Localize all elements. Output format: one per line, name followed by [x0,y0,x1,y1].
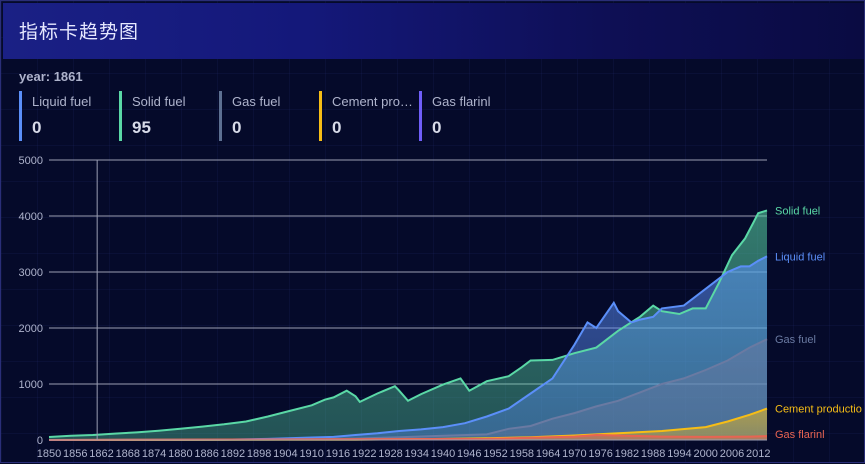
x-tick-label: 1922 [352,448,376,460]
x-tick-label: 1868 [116,448,140,460]
x-tick-label: 1850 [37,448,61,460]
x-tick-label: 1862 [89,448,113,460]
metric-card-liquid-fuel[interactable]: Liquid fuel 0 [19,91,115,141]
metric-card-cement-production[interactable]: Cement pro… 0 [319,91,415,141]
metric-value: 0 [332,118,342,137]
metric-label: Gas fuel [232,94,281,109]
y-tick-label: 1000 [19,379,43,391]
metric-value: 0 [432,118,442,137]
metric-label: Gas flarinl [432,94,491,109]
x-tick-label: 1880 [168,448,192,460]
area-liquid-fuel [49,256,767,440]
x-tick-label: 1910 [299,448,323,460]
x-tick-label: 1934 [405,448,429,460]
x-tick-label: 1964 [536,448,560,460]
panel-title: 指标卡趋势图 [19,22,140,43]
panel-header: 指标卡趋势图 [3,3,864,59]
metric-label: Cement pro… [332,94,413,109]
x-tick-label: 2000 [693,448,717,460]
metric-value: 0 [232,118,242,137]
x-tick-label: 1988 [641,448,665,460]
metric-value: 0 [32,118,42,137]
x-tick-label: 1940 [431,448,455,460]
x-tick-label: 1892 [221,448,245,460]
area-chart[interactable]: 0 1000 2000 3000 4000 5000 1850 1856 1862 1868 187… [1,149,865,464]
series-end-label: Cement productio [775,404,862,416]
series-end-label: Gas flarinl [775,429,825,441]
year-indicator: year: 1861 [19,69,83,84]
x-tick-label: 1928 [378,448,402,460]
x-tick-label: 2012 [746,448,770,460]
x-tick-label: 2006 [720,448,744,460]
x-tick-label: 1952 [483,448,507,460]
series-end-label: Liquid fuel [775,251,825,263]
x-tick-label: 1946 [457,448,481,460]
y-tick-label: 0 [37,435,43,447]
metric-label: Liquid fuel [32,94,92,109]
metric-card-solid-fuel[interactable]: Solid fuel 95 [119,91,215,141]
y-tick-label: 5000 [19,155,43,167]
x-tick-label: 1898 [247,448,271,460]
line-solid-fuel[interactable] [48,209,768,438]
y-tick-label: 2000 [19,323,43,335]
area-gas-fuel [49,339,767,440]
series-end-label: Solid fuel [775,205,820,217]
series-end-label: Gas fuel [775,334,816,346]
x-tick-label: 1982 [615,448,639,460]
metric-card-gas-fuel[interactable]: Gas fuel 0 [219,91,315,141]
x-tick-label: 1970 [562,448,586,460]
x-tick-label: 1994 [667,448,691,460]
x-tick-label: 1874 [142,448,166,460]
x-tick-label: 1904 [273,448,297,460]
line-gas-flarinl[interactable] [48,433,768,441]
x-tick-label: 1958 [510,448,534,460]
y-tick-label: 3000 [19,267,43,279]
metric-value: 95 [132,118,151,137]
x-tick-label: 1886 [194,448,218,460]
metric-card-gas-flaring[interactable]: Gas flarinl 0 [419,91,515,141]
x-tick-label: 1976 [588,448,612,460]
line-liquid-fuel[interactable] [49,255,768,441]
metric-label: Solid fuel [132,94,186,109]
y-tick-label: 4000 [19,211,43,223]
x-tick-label: 1856 [63,448,87,460]
x-tick-label: 1916 [326,448,350,460]
